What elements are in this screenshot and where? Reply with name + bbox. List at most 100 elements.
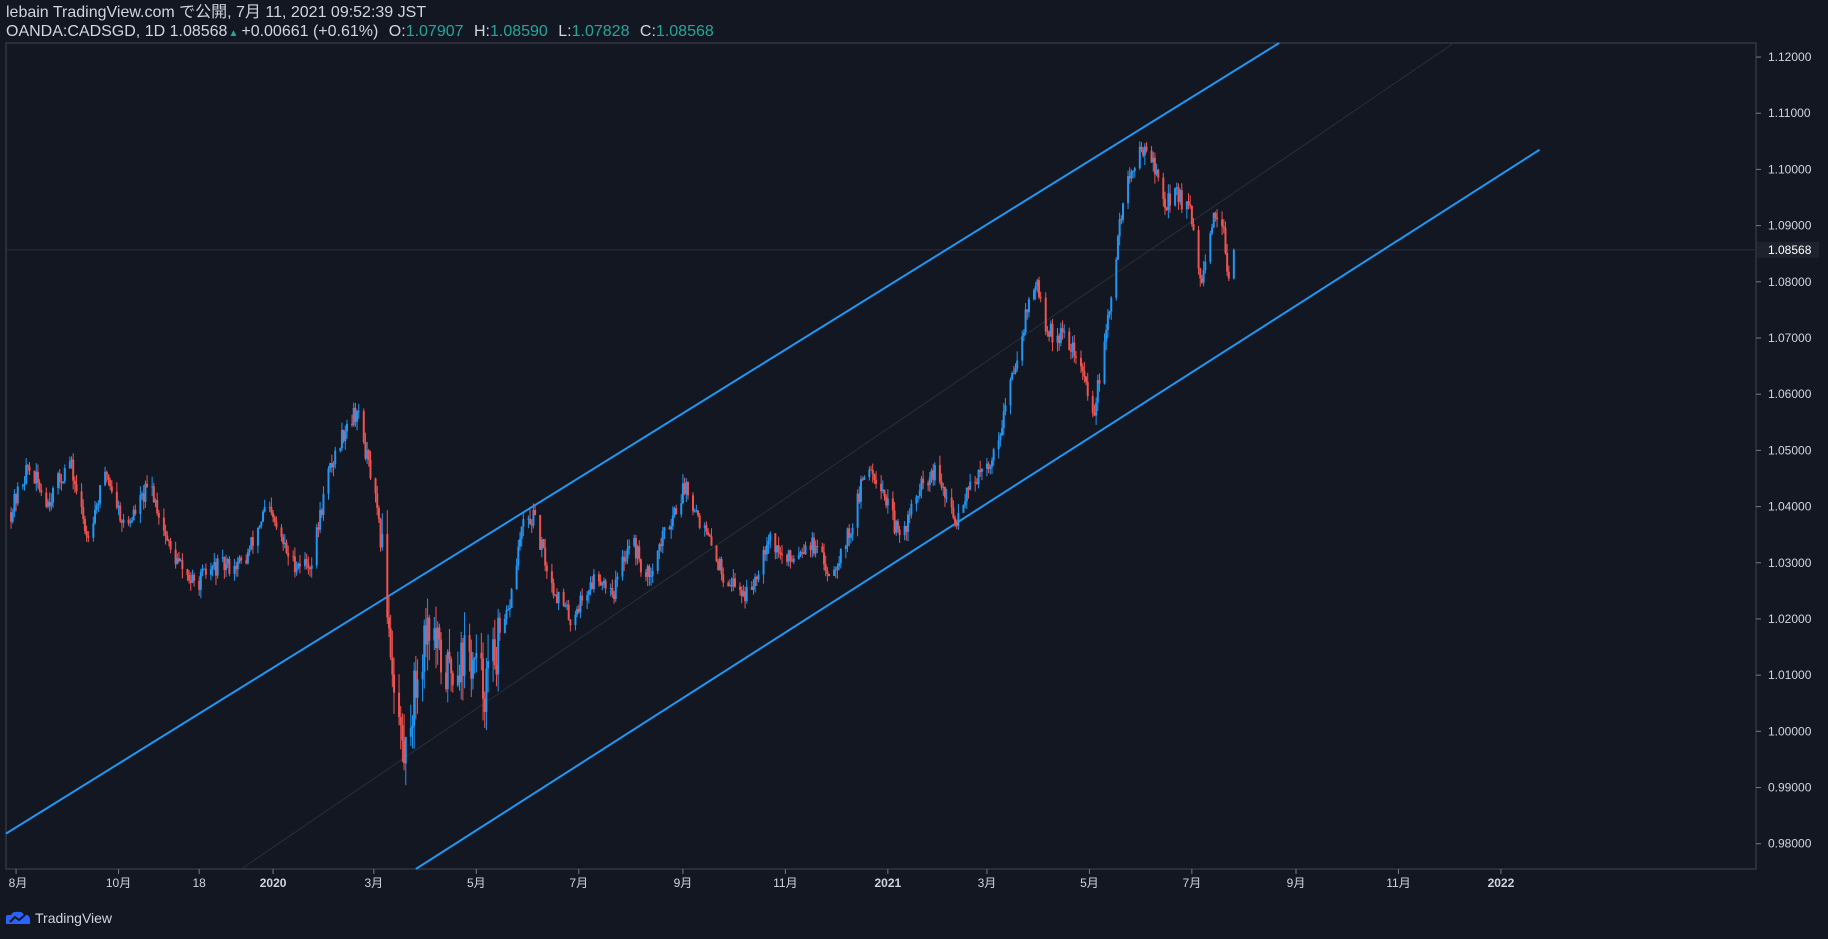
candle-body <box>952 507 955 518</box>
candle-body <box>58 473 61 482</box>
candle-body <box>797 554 800 559</box>
candle-body <box>604 580 607 589</box>
candle-body <box>566 604 569 606</box>
candle-body <box>1036 280 1039 286</box>
candle-body <box>226 559 229 564</box>
candle-body <box>473 658 476 660</box>
candle-body <box>979 470 982 472</box>
candle-body <box>352 407 355 425</box>
candle-body <box>938 465 941 482</box>
candle-body <box>330 463 333 468</box>
candle-body <box>802 552 805 555</box>
candle-body <box>787 550 790 562</box>
candle-body <box>38 482 41 490</box>
candle-body <box>305 559 308 564</box>
candle-body <box>562 591 565 607</box>
candle-body <box>777 545 780 553</box>
candle-body <box>1048 331 1051 337</box>
candle-body <box>1150 150 1153 163</box>
time-tick-label: 2022 <box>1488 876 1515 890</box>
candle-body <box>1051 323 1054 343</box>
candle-body <box>33 470 36 484</box>
candle-body <box>10 512 13 522</box>
candle-body <box>83 518 86 532</box>
candle-body <box>129 522 132 524</box>
candle-body <box>718 558 721 571</box>
candle-body <box>15 494 18 504</box>
candle-body <box>1096 380 1099 403</box>
candle-body <box>863 477 866 480</box>
candle-body <box>1056 335 1059 343</box>
candle-body <box>245 560 248 564</box>
candle-body <box>409 728 412 737</box>
candle-body <box>428 617 431 641</box>
candle-body <box>534 509 537 516</box>
last-price: 1.08568 <box>169 23 228 40</box>
candle-body <box>621 556 624 577</box>
candle-body <box>342 429 345 442</box>
candle-body <box>1026 309 1029 313</box>
candle-body <box>1081 366 1084 372</box>
candle-body <box>1073 342 1076 357</box>
candle-body <box>1068 331 1071 351</box>
symbol-name[interactable]: OANDA:CADSGD, 1D <box>6 23 166 40</box>
candle-body <box>628 545 631 549</box>
candle-body <box>918 490 921 497</box>
candle-body <box>1174 188 1177 206</box>
candle-body <box>903 525 906 536</box>
candle-body <box>644 572 647 577</box>
candle-body <box>292 556 295 558</box>
candle-body <box>1175 187 1178 189</box>
candlestick-series <box>10 141 1235 786</box>
candle-body <box>728 585 731 587</box>
candle-body <box>369 459 372 479</box>
candle-body <box>178 558 181 562</box>
candle-body <box>634 537 637 559</box>
candle-body <box>809 545 812 551</box>
candle-body <box>68 461 71 469</box>
candle-body <box>1080 357 1083 367</box>
candle-body <box>844 545 847 549</box>
candle-body <box>540 539 543 550</box>
candle-body <box>954 517 957 524</box>
candle-body <box>722 574 725 583</box>
candle-body <box>280 527 283 537</box>
price-axis[interactable]: 0.98000 0.99000 1.00000 1.01000 1.02000 1.030… <box>1756 50 1819 851</box>
candle-body <box>812 537 815 554</box>
candle-body <box>1110 297 1113 312</box>
candle-body <box>357 411 360 413</box>
candle-body <box>885 496 888 506</box>
time-tick-label: 7月 <box>1183 876 1202 890</box>
candle-body <box>586 595 589 601</box>
candle-body <box>660 544 663 547</box>
candle-body <box>204 568 207 575</box>
price-change: +0.00661 (+0.61%) <box>241 23 379 40</box>
candle-body <box>1169 193 1172 206</box>
candle-body <box>745 586 748 602</box>
candle-body <box>1226 253 1229 272</box>
price-tick-label: 1.05000 <box>1768 443 1812 457</box>
candle-body <box>458 675 461 683</box>
time-axis[interactable]: 8月 10月 18 2020 3月 5月 7月 9月 11月 2021 3月 5月 7月 9月 11月 202… <box>9 869 1515 890</box>
candle-body <box>120 520 123 523</box>
candle-body <box>263 507 266 512</box>
candle-body <box>1177 187 1180 203</box>
candle-body <box>376 493 379 508</box>
candle-body <box>246 552 249 564</box>
candle-body <box>752 586 755 590</box>
candle-body <box>611 588 614 595</box>
candle-body <box>334 450 337 465</box>
candle-body <box>576 608 579 615</box>
candle-body <box>144 483 147 502</box>
candle-body <box>1143 146 1146 156</box>
parallel-channel[interactable] <box>5 42 1541 870</box>
candle-body <box>858 493 861 502</box>
price-tick-label: 1.12000 <box>1768 50 1812 64</box>
candle-body <box>898 529 901 536</box>
candle-body <box>151 486 154 488</box>
candle-body <box>282 536 285 544</box>
candle-body <box>799 552 802 555</box>
close-label: C: <box>639 23 656 40</box>
candle-body <box>487 661 490 669</box>
